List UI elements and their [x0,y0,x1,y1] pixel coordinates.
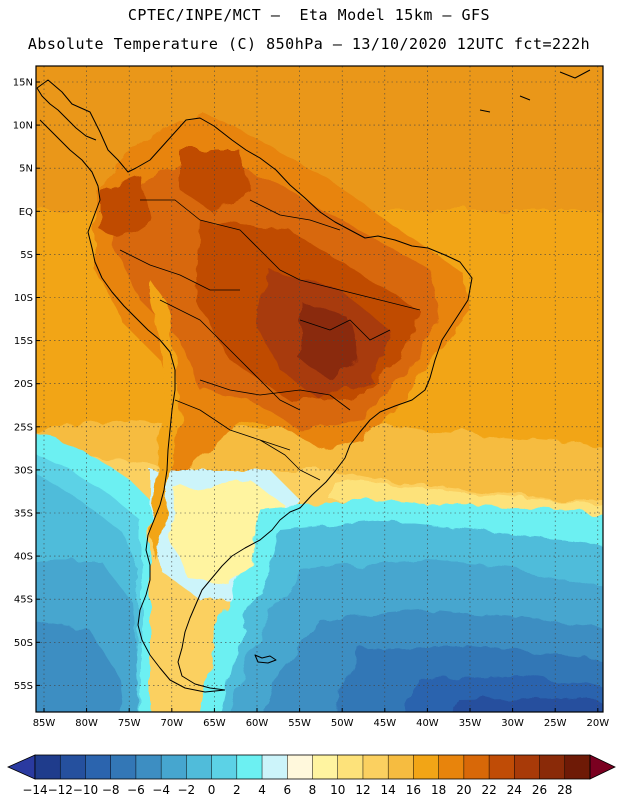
lon-tick-label: 85W [33,718,56,729]
lat-tick-label: 15N [13,78,33,89]
map-frame [35,65,604,713]
colorbar-swatch [211,755,238,779]
colorbar-label: −12 [48,783,73,797]
lat-tick-label: 10N [13,121,33,132]
lat-tick-label: 30S [14,465,33,476]
lon-tick-label: 50W [331,718,354,729]
colorbar-swatch [85,755,111,779]
lat-tick-label: 40S [14,552,33,563]
colorbar-swatch [312,755,339,779]
lon-tick-label: 30W [501,718,524,729]
lat-tick-label: 45S [14,595,33,606]
colorbar-label: 24 [507,783,522,797]
colorbar-label: −6 [127,783,145,797]
lat-tick-label: 50S [14,638,33,649]
colorbar-label: 2 [233,783,241,797]
colorbar-label: 14 [381,783,396,797]
colorbar-label: −14 [22,783,47,797]
colorbar-swatch [388,755,414,779]
country-borders [119,199,421,481]
colorbar-label: 26 [532,783,547,797]
colorbar-swatch [186,755,212,779]
colorbar-label: −8 [102,783,120,797]
colorbar-label: 4 [258,783,266,797]
colorbar-label: 18 [431,783,446,797]
title-line-1: CPTEC/INPE/MCT – Eta Model 15km – GFS [127,6,491,24]
colorbar-label: 0 [208,783,216,797]
lon-tick-label: 45W [373,718,396,729]
colorbar-swatch [161,755,187,779]
colorbar-swatch [413,755,439,779]
colorbar-label: 12 [355,783,370,797]
lon-tick-label: 80W [75,718,98,729]
longitude-axis: 85W 80W 75W 70W 65W 60W 55W 50W 45W 40W 35W 30W 25W 2… [33,708,609,729]
colorbar-over-arrow [589,754,616,780]
colorbar-swatch [262,755,288,779]
colorbar-label: −2 [178,783,196,797]
colorbar-swatch [514,755,540,779]
lat-tick-label: 55S [14,681,33,692]
lat-tick-label: 5S [20,250,33,261]
falklands [254,654,277,664]
map-field [36,66,603,712]
colorbar: −14 −12 −10 −8 −6 −4 −2 0 2 4 6 8 10 12 14 16 18 20 22 24 26… [7,754,616,797]
lat-tick-label: 5N [19,164,33,175]
central-america [36,87,97,141]
lat-tick-label: 10S [14,293,33,304]
colorbar-swatch [287,755,313,779]
colorbar-swatch [60,755,86,779]
lon-tick-label: 40W [416,718,439,729]
lat-tick-label: 20S [14,379,33,390]
lat-tick-label: 35S [14,509,33,520]
colorbar-swatch [110,755,137,779]
colorbar-swatch [438,755,465,779]
caribbean-islands [479,69,591,113]
lon-tick-label: 75W [118,718,141,729]
colorbar-swatch [236,755,263,779]
colorbar-label: 28 [557,783,572,797]
colorbar-swatch [35,755,61,779]
colorbar-swatch [362,755,389,779]
lat-tick-label: EQ [19,207,33,218]
colorbar-swatch [135,755,162,779]
colorbar-label: 20 [456,783,471,797]
lon-tick-label: 25W [544,718,567,729]
lat-tick-label: 25S [14,422,33,433]
lon-tick-label: 20W [586,718,609,729]
south-america-coastline [36,79,473,693]
coastlines-and-borders [36,69,591,693]
colorbar-label: 8 [309,783,317,797]
colorbar-label: −10 [73,783,98,797]
colorbar-label: 10 [330,783,345,797]
lon-tick-label: 55W [288,718,311,729]
lon-tick-label: 60W [246,718,269,729]
colorbar-swatch [463,755,490,779]
lon-tick-label: 70W [160,718,183,729]
colorbar-under-arrow [7,754,36,780]
colorbar-swatch [564,755,591,779]
colorbar-swatch [489,755,515,779]
colorbar-label: 6 [283,783,291,797]
lat-tick-label: 15S [14,336,33,347]
colorbar-swatch [539,755,566,779]
title-line-2: Absolute Temperature (C) 850hPa – 13/10/… [27,35,591,53]
colorbar-label: 22 [481,783,496,797]
latitude-axis: 15N 10N 5N EQ 5S 10S 15S 20S 25S 30S 35S 40S 45S 50S 5… [13,78,40,692]
colorbar-label: 16 [406,783,421,797]
colorbar-swatch [337,755,364,779]
lon-tick-label: 35W [459,718,482,729]
graticule [36,66,603,712]
lon-tick-label: 65W [203,718,226,729]
colorbar-label: −4 [152,783,170,797]
